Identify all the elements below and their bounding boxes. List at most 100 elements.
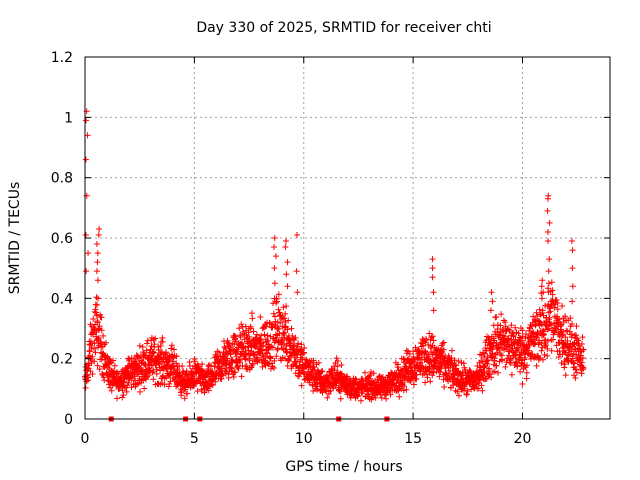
data-point	[319, 389, 326, 396]
data-point	[429, 274, 436, 281]
data-point	[430, 369, 437, 376]
data-point	[324, 394, 331, 401]
data-point	[440, 339, 447, 346]
data-point	[269, 344, 276, 351]
data-point	[137, 388, 144, 395]
data-point	[578, 370, 585, 377]
data-point	[546, 320, 553, 327]
data-point	[271, 280, 278, 287]
data-point	[557, 320, 564, 327]
data-point	[95, 231, 102, 238]
data-point	[148, 343, 155, 350]
data-point	[545, 280, 552, 287]
data-point	[285, 317, 292, 324]
data-point	[267, 355, 274, 362]
data-point	[295, 340, 302, 347]
data-point	[83, 268, 90, 275]
data-point	[481, 368, 488, 375]
data-point	[171, 365, 178, 372]
data-point	[264, 332, 271, 339]
data-point	[280, 304, 287, 311]
y-tick-label: 0.6	[51, 231, 73, 247]
data-point	[161, 381, 168, 388]
data-point	[270, 300, 277, 307]
data-point	[403, 386, 410, 393]
data-point	[289, 332, 296, 339]
data-point	[570, 350, 577, 357]
data-point	[534, 313, 541, 320]
data-point	[120, 379, 127, 386]
data-point	[124, 382, 131, 389]
data-point	[572, 375, 579, 382]
data-point	[516, 338, 523, 345]
data-point	[208, 381, 215, 388]
data-point	[571, 372, 578, 379]
data-point	[251, 351, 258, 358]
data-point	[263, 323, 270, 330]
data-point	[179, 363, 186, 370]
data-point	[544, 337, 551, 344]
data-point	[429, 372, 436, 379]
data-point	[479, 372, 486, 379]
data-point	[257, 313, 264, 320]
data-point	[328, 367, 335, 374]
data-point	[93, 241, 100, 248]
data-point	[563, 327, 570, 334]
x-tick-label: 20	[514, 431, 532, 447]
data-point	[553, 342, 560, 349]
data-point	[113, 395, 120, 402]
data-point	[88, 357, 95, 364]
data-point	[568, 320, 575, 327]
data-point	[150, 368, 157, 375]
data-point	[260, 342, 267, 349]
data-point	[275, 306, 282, 313]
data-point	[229, 356, 236, 363]
data-point	[128, 376, 135, 383]
data-point	[352, 376, 359, 383]
data-point	[402, 363, 409, 370]
data-point	[370, 370, 377, 377]
data-point	[257, 346, 264, 353]
data-point	[478, 382, 485, 389]
data-point	[123, 365, 130, 372]
data-point	[275, 291, 282, 298]
axis-ticks	[84, 56, 610, 420]
data-point	[92, 309, 99, 316]
data-point	[288, 325, 295, 332]
data-point	[401, 356, 408, 363]
data-point	[91, 345, 98, 352]
data-point	[247, 325, 254, 332]
data-point	[491, 368, 498, 375]
data-point	[564, 357, 571, 364]
data-point	[281, 329, 288, 336]
data-point	[209, 381, 216, 388]
data-point	[298, 382, 305, 389]
data-point	[232, 369, 239, 376]
x-axis-label: GPS time / hours	[285, 459, 402, 475]
data-point	[573, 351, 580, 358]
data-point	[486, 371, 493, 378]
data-point	[227, 364, 234, 371]
data-point	[168, 342, 175, 349]
data-point	[135, 371, 142, 378]
data-point	[225, 374, 232, 381]
data-point	[573, 323, 580, 330]
data-point	[90, 315, 97, 322]
data-point	[532, 340, 539, 347]
x-tick-label: 5	[190, 431, 199, 447]
data-point	[558, 328, 565, 335]
data-point	[150, 348, 157, 355]
data-point	[236, 325, 243, 332]
data-point	[569, 283, 576, 290]
data-point	[508, 371, 515, 378]
data-point	[344, 373, 351, 380]
data-point	[436, 373, 443, 380]
data-point	[94, 301, 101, 308]
data-point	[216, 349, 223, 356]
data-point	[516, 334, 523, 341]
data-point	[315, 359, 322, 366]
data-point	[354, 392, 361, 399]
data-point	[153, 370, 160, 377]
data-point	[545, 268, 552, 275]
data-point	[561, 364, 568, 371]
